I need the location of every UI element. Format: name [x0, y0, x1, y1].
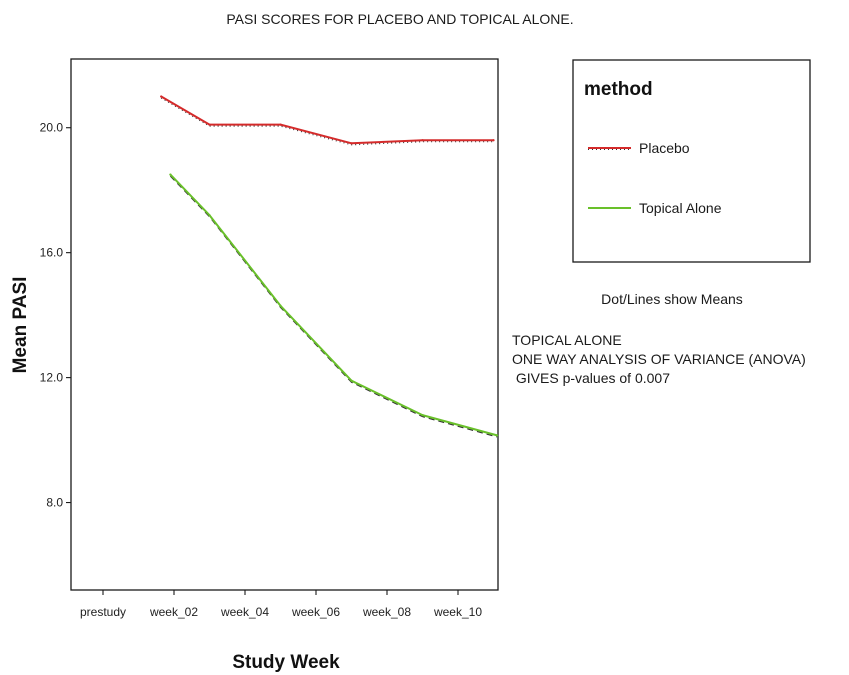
legend-label-topical-alone: Topical Alone	[639, 200, 722, 216]
y-tick-label: 20.0	[40, 121, 64, 135]
series-placebo-point	[350, 142, 353, 145]
anova-note-line-2: ONE WAY ANALYSIS OF VARIANCE (ANOVA)	[512, 351, 806, 367]
series-placebo-line	[160, 95, 495, 145]
series-placebo-point	[160, 95, 163, 98]
y-axis-title: Mean PASI	[10, 277, 31, 374]
anova-note-line-3: GIVES p-values of 0.007	[512, 370, 670, 386]
series-topical-alone-point	[279, 304, 282, 307]
y-tick-label: 12.0	[40, 371, 64, 385]
series-placebo-point	[279, 123, 282, 126]
means-note: Dot/Lines show Means	[601, 291, 743, 307]
x-axis-title: Study Week	[232, 652, 340, 673]
anova-note-line-1: TOPICAL ALONE	[512, 332, 622, 348]
x-tick-label: week_08	[362, 605, 411, 619]
x-tick-label: week_02	[149, 605, 198, 619]
legend-items: Placebo Topical Alone	[588, 140, 722, 216]
legend-label-placebo: Placebo	[639, 140, 690, 156]
chart-title: PASI SCORES FOR PLACEBO AND TOPICAL ALON…	[226, 11, 573, 27]
series-topical-alone-point	[495, 434, 499, 437]
series-layer	[160, 95, 499, 438]
x-tick-label: week_10	[433, 605, 482, 619]
series-topical-alone-point	[169, 173, 172, 176]
series-placebo-point	[208, 123, 211, 126]
series-topical-alone-shadow	[169, 175, 498, 438]
series-topical-alone-point	[350, 379, 353, 382]
series-topical-alone-line	[169, 173, 499, 437]
series-placebo-point	[421, 139, 424, 142]
plot-area	[70, 58, 499, 591]
x-tick-label: week_04	[220, 605, 269, 619]
series-topical-alone-point	[421, 413, 424, 417]
legend-title: method	[584, 79, 653, 100]
y-tick-label: 8.0	[46, 496, 63, 510]
legend-box	[572, 59, 811, 263]
x-tick-label: week_06	[291, 605, 340, 619]
y-axis: 8.0 12.0 16.0 20.0	[40, 121, 71, 510]
y-tick-label: 16.0	[40, 246, 64, 260]
series-placebo-point	[492, 139, 495, 142]
x-axis: prestudy week_02 week_04 week_06 week_08 week…	[80, 590, 482, 619]
x-tick-label: prestudy	[80, 605, 126, 619]
series-topical-alone-point	[208, 214, 211, 217]
